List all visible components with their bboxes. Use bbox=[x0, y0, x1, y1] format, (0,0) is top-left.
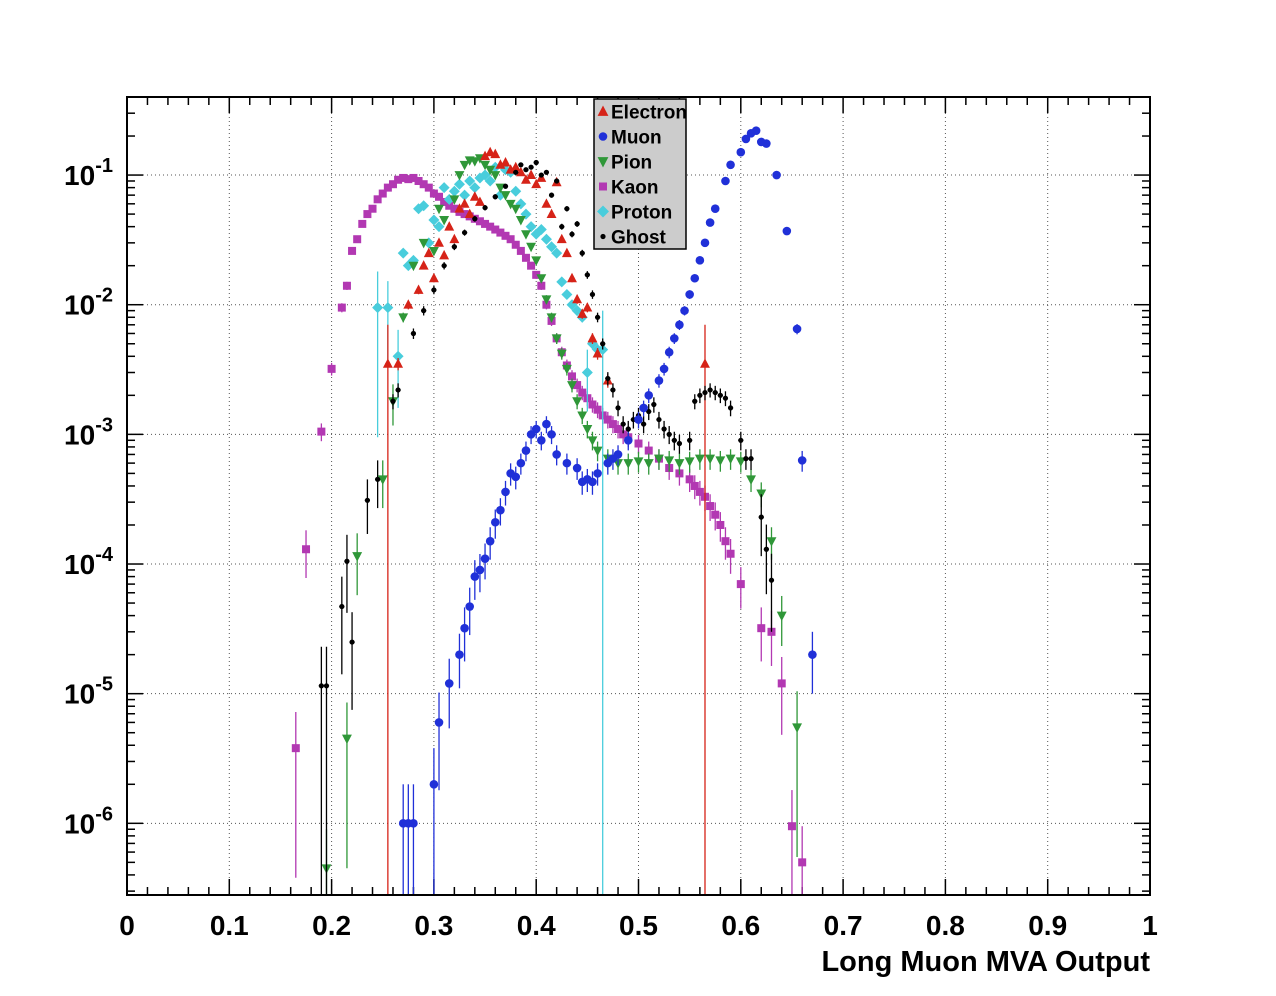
muon-marker-icon bbox=[598, 132, 608, 141]
svg-text:0.5: 0.5 bbox=[619, 910, 658, 941]
svg-text:10-2: 10-2 bbox=[64, 285, 113, 321]
svg-text:0.1: 0.1 bbox=[210, 910, 249, 941]
series-muon bbox=[398, 126, 817, 895]
svg-text:0.8: 0.8 bbox=[926, 910, 965, 941]
proton-marker-icon bbox=[597, 205, 609, 218]
svg-text:0: 0 bbox=[119, 910, 135, 941]
legend-entry-kaon: Kaon bbox=[599, 178, 659, 199]
legend-label: Pion bbox=[611, 153, 652, 174]
legend-label: Electron bbox=[611, 103, 687, 124]
x-axis-title: Long Muon MVA Output bbox=[821, 946, 1150, 978]
grid-lines bbox=[127, 97, 1150, 895]
electron-marker-icon bbox=[597, 105, 609, 116]
plot-frame bbox=[126, 96, 1151, 896]
legend-entry-ghost: Ghost bbox=[600, 228, 667, 249]
series-ghost bbox=[318, 159, 775, 895]
ghost-marker-icon bbox=[600, 233, 606, 240]
legend-entry-electron: Electron bbox=[597, 103, 687, 124]
legend-entry-muon: Muon bbox=[598, 128, 662, 149]
legend-entry-proton: Proton bbox=[597, 203, 672, 224]
svg-text:0.7: 0.7 bbox=[824, 910, 863, 941]
legend-label: Ghost bbox=[611, 228, 667, 249]
series-pion bbox=[321, 154, 803, 895]
svg-text:10-3: 10-3 bbox=[64, 414, 113, 450]
x-axis-labels: 0 0.1 0.2 0.3 0.4 0.5 0.6 0.7 0.8 0.9 1 bbox=[119, 910, 1158, 941]
svg-text:0.3: 0.3 bbox=[414, 910, 453, 941]
legend: Electron Muon Pion Kaon Proton Ghost bbox=[593, 98, 687, 250]
kaon-marker-icon bbox=[599, 182, 607, 191]
svg-text:0.2: 0.2 bbox=[312, 910, 351, 941]
svg-text:0.4: 0.4 bbox=[517, 910, 556, 941]
pion-marker-icon bbox=[597, 157, 609, 168]
svg-text:0.9: 0.9 bbox=[1028, 910, 1067, 941]
svg-text:1: 1 bbox=[1142, 910, 1158, 941]
legend-label: Proton bbox=[611, 203, 672, 224]
series-proton bbox=[372, 161, 609, 895]
legend-label: Muon bbox=[611, 128, 662, 149]
svg-text:0.6: 0.6 bbox=[721, 910, 760, 941]
legend-entry-pion: Pion bbox=[597, 153, 652, 174]
legend-label: Kaon bbox=[611, 178, 659, 199]
